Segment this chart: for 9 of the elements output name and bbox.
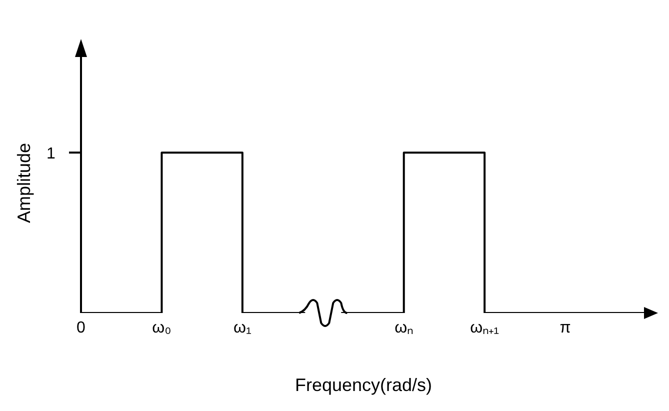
x-tick-label: ωₙ₊₁ <box>470 319 500 336</box>
x-tick-label: ω₁ <box>233 319 252 336</box>
x-tick-label: π <box>560 319 571 336</box>
x-tick-label: ω₀ <box>152 319 172 336</box>
x-tick-label: 0 <box>76 319 86 336</box>
y-axis-title: Amplitude <box>14 142 34 224</box>
x-tick-label: ωₙ <box>394 319 414 336</box>
annotation: 1 <box>46 146 56 163</box>
x-axis-title: Frequency(rad/s) <box>294 375 432 395</box>
